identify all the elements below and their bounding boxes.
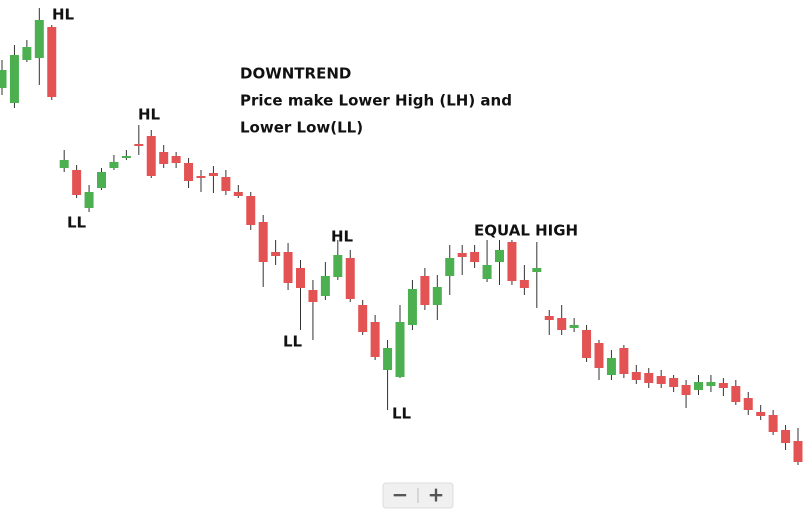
annotation: LL [67,214,87,232]
candle-body [407,289,417,325]
candle-body [196,176,206,178]
candle-body [121,156,131,158]
candle-body [544,316,554,320]
candle-body [221,177,231,191]
candle-body [370,322,380,357]
annotation: LL [283,333,303,351]
candle-body [743,398,753,410]
candle-body [134,144,144,146]
candle-body [59,160,69,168]
candle-body [97,172,106,188]
candle-body [768,415,778,432]
candle-body [320,276,330,296]
candle-body [706,382,716,386]
candle-body [470,252,480,262]
candle-body [72,170,82,195]
candle-body [333,255,343,277]
annotation: HL [331,228,354,246]
candle-body [656,376,666,384]
candle-body [358,305,368,332]
candle-body [694,382,703,390]
annotation: DOWNTREND [240,65,351,83]
annotation: HL [138,106,161,124]
annotation: LL [392,405,412,423]
annotation: HL [52,6,75,24]
candle-body [532,268,542,272]
candle-body [793,441,803,462]
candle-body [420,276,430,305]
candle-body [594,343,604,368]
candle-body [84,192,94,208]
candle-body [345,258,355,299]
candle-body [631,372,641,380]
candle-body [507,242,517,281]
candle-body [756,412,766,416]
annotation: Lower Low(LL) [240,119,363,137]
candle-body [781,430,791,443]
candle-body [644,373,654,383]
candle-body [47,27,57,97]
candles [0,8,803,465]
candle-body [296,268,305,288]
candle-body [159,152,169,164]
zoom-in[interactable]: + [428,483,445,507]
annotation: Price make Lower High (LH) and [240,92,512,110]
candle-body [246,196,256,225]
zoom-out[interactable]: − [392,483,409,507]
candle-body [34,20,44,58]
candle-body [0,70,7,88]
candle-body [258,222,268,262]
candle-body [233,192,243,196]
candle-body [171,156,181,163]
candle-body [495,250,504,262]
candle-body [208,173,218,176]
candle-body [482,265,492,279]
candle-body [22,47,32,60]
candle-body [606,358,616,375]
candle-body [519,280,529,288]
candle-body [681,385,691,395]
candle-body [109,162,119,168]
candle-body [184,163,194,181]
candle-body [731,386,741,402]
candle-body [445,258,455,276]
candle-body [308,290,318,302]
candle-body [669,378,679,387]
candle-body [9,55,19,103]
candle-body [395,322,405,377]
candle-body [569,325,579,328]
annotation: EQUAL HIGH [474,222,578,240]
candle-body [457,253,467,257]
candle-body [283,252,293,283]
candle-body [582,330,592,358]
candle-body [557,318,567,330]
candle-body [718,383,728,388]
candle-body [271,252,281,256]
candle-body [383,348,393,370]
candle-body [432,287,442,305]
candle-body [619,348,629,374]
candle-body [146,136,156,176]
